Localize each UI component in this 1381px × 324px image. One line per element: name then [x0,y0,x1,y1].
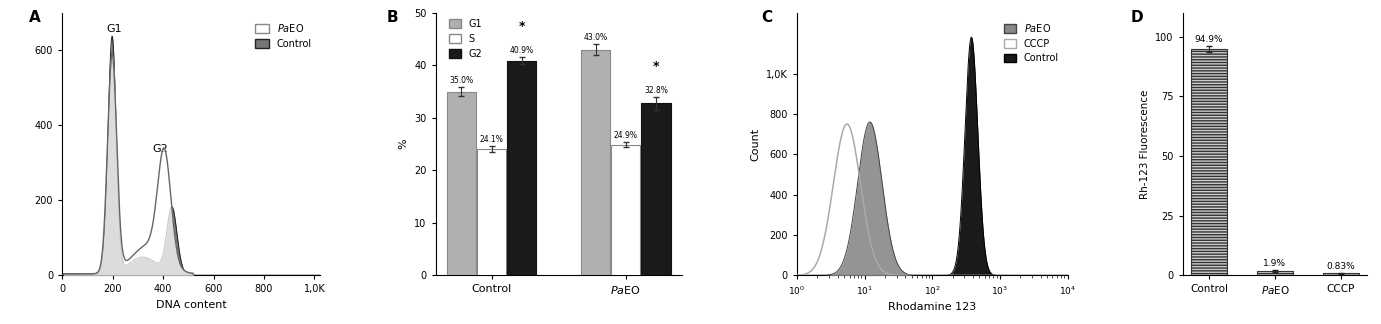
X-axis label: DNA content: DNA content [156,300,226,310]
Text: G2: G2 [153,144,168,154]
Text: 32.8%: 32.8% [644,86,668,95]
Legend: $Pa$EO, CCCP, Control: $Pa$EO, CCCP, Control [1000,18,1062,67]
Text: 43.0%: 43.0% [584,33,608,42]
Y-axis label: %: % [399,139,409,149]
Text: 1.9%: 1.9% [1264,259,1287,268]
Bar [641,103,671,275]
Bar [1190,49,1228,275]
Bar [507,61,536,275]
Y-axis label: Count: Count [750,128,761,161]
Bar [447,92,476,275]
Text: *: * [653,60,659,73]
Y-axis label: Rh-123 Fluorescence: Rh-123 Fluorescence [1139,89,1150,199]
Text: G1: G1 [106,24,122,34]
Bar [1323,273,1359,275]
Text: C: C [762,10,773,25]
Text: A: A [29,10,40,25]
Text: *: * [518,20,525,33]
Bar [581,50,610,275]
Legend: $Pa$EO, Control: $Pa$EO, Control [251,18,316,52]
Text: 40.9%: 40.9% [510,46,533,55]
Bar [612,145,641,275]
Text: 35.0%: 35.0% [449,76,474,86]
Text: 24.9%: 24.9% [613,131,638,140]
Legend: G1, S, G2: G1, S, G2 [446,15,486,63]
Text: B: B [387,10,398,25]
Text: D: D [1131,10,1143,25]
Text: 24.1%: 24.1% [479,135,504,144]
Bar [476,149,507,275]
X-axis label: Rhodamine 123: Rhodamine 123 [888,302,976,312]
Text: 0.83%: 0.83% [1326,262,1355,271]
Text: 94.9%: 94.9% [1195,35,1224,44]
Bar [1257,271,1293,275]
